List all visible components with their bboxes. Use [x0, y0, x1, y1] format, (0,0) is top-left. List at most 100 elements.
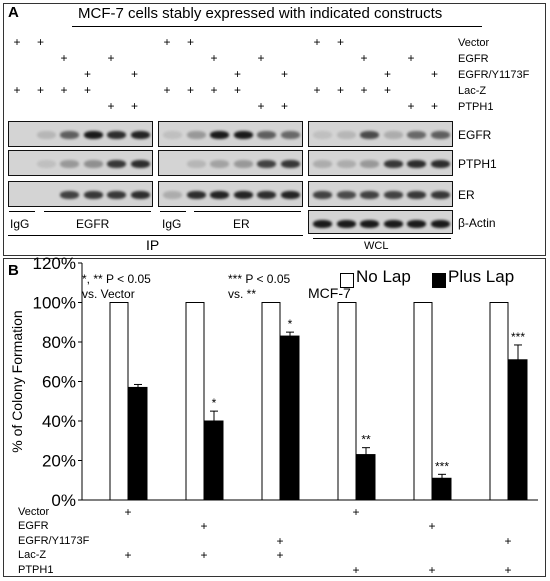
lane-plus-mark: +	[233, 83, 242, 97]
lane-plus-mark: +	[430, 99, 439, 113]
stats-note-2-line2: vs. **	[228, 287, 257, 301]
blot-band	[313, 131, 332, 139]
blot-band	[36, 131, 56, 139]
y-tick-label: 20%	[42, 452, 76, 471]
significance-marker: *	[212, 396, 217, 410]
section-ip: IP	[146, 237, 160, 253]
bottom-row-ptph1: PTPH1	[18, 564, 54, 576]
significance-marker: **	[361, 433, 371, 447]
lane-plus-mark: +	[130, 67, 139, 81]
lane-plus-mark: +	[210, 51, 218, 65]
blot-band	[233, 131, 253, 139]
blot-band	[430, 160, 450, 168]
cell-line-label: MCF-7	[308, 285, 351, 301]
significance-marker: ***	[511, 330, 525, 344]
lane-plus-mark: +	[13, 83, 21, 97]
lane-plus-mark: +	[83, 67, 92, 81]
blot-band	[107, 131, 126, 139]
blot-band	[336, 131, 356, 139]
section-er: ER	[233, 217, 250, 231]
condition-plus-mark: +	[200, 519, 208, 533]
lane-plus-mark: +	[83, 83, 92, 97]
row-label-lacz: Lac-Z	[458, 85, 487, 97]
condition-plus-mark: +	[428, 563, 436, 577]
y-tick-label: 100%	[33, 294, 76, 313]
lane-plus-mark: +	[130, 99, 139, 113]
y-tick-label: 40%	[42, 412, 76, 431]
blot-band	[280, 131, 300, 139]
blot-band	[407, 191, 426, 199]
blot-band	[130, 160, 150, 168]
lane-plus-mark: +	[383, 83, 392, 97]
blot-band	[407, 220, 426, 228]
section-igg-1: IgG	[10, 217, 30, 231]
blot-label-er: ER	[458, 188, 475, 202]
y-tick-label: 60%	[42, 373, 76, 392]
blot-wcl-egfr	[308, 121, 453, 147]
blot-band	[336, 160, 356, 168]
blot-band	[210, 191, 229, 199]
blot-band	[360, 131, 379, 139]
row-label-ptph1: PTPH1	[458, 101, 494, 113]
panel-a-label: A	[8, 4, 19, 21]
condition-plus-mark: +	[124, 548, 132, 562]
blot-band	[430, 131, 450, 139]
bottom-row-egfr: EGFR	[18, 520, 49, 532]
bar-plus-lap	[128, 386, 148, 501]
lane-plus-mark: +	[280, 99, 289, 113]
bar-plus-lap	[280, 335, 300, 501]
section-er-line	[194, 211, 301, 212]
lane-plus-mark: +	[313, 83, 321, 97]
blot-label-egfr: EGFR	[458, 128, 492, 142]
lane-plus-mark: +	[313, 35, 321, 49]
condition-plus-mark: +	[276, 534, 284, 548]
section-igg-2-line	[160, 211, 186, 212]
lane-plus-mark: +	[407, 99, 415, 113]
bottom-row-lacz: Lac-Z	[18, 549, 47, 561]
lane-plus-mark: +	[60, 83, 68, 97]
lane-plus-mark: +	[360, 83, 368, 97]
blot-band	[210, 160, 229, 168]
blot-band	[186, 191, 206, 199]
blot-label-beta-actin: β-Actin	[458, 216, 496, 230]
y-tick-label: 120%	[33, 254, 76, 273]
section-egfr: EGFR	[76, 217, 110, 231]
blot-band	[407, 131, 426, 139]
legend-plus-lap-swatch	[432, 273, 446, 288]
blot-band	[383, 160, 403, 168]
blot-band	[313, 191, 332, 199]
bar-no-lap	[185, 302, 205, 501]
bar-no-lap	[109, 302, 129, 501]
blot-band	[257, 160, 276, 168]
blot-band	[163, 131, 182, 139]
blot-band	[280, 160, 300, 168]
blot-band	[280, 191, 300, 199]
lane-plus-mark: +	[407, 51, 415, 65]
stats-note-1-line1: *, ** P < 0.05	[82, 272, 151, 286]
blot-band	[60, 191, 79, 199]
lane-plus-mark: +	[257, 51, 265, 65]
panel-a-title-underline	[72, 26, 482, 27]
condition-plus-mark: +	[428, 519, 436, 533]
lane-plus-mark: +	[336, 35, 345, 49]
panel-b-frame	[3, 258, 546, 577]
blot-band	[107, 191, 126, 199]
lane-plus-mark: +	[186, 35, 195, 49]
lane-plus-mark: +	[13, 35, 21, 49]
lane-plus-mark: +	[107, 51, 115, 65]
blot-band	[360, 191, 379, 199]
blot-band	[36, 160, 56, 168]
section-wcl: WCL	[364, 240, 389, 252]
blot-band	[186, 160, 206, 168]
condition-plus-mark: +	[200, 548, 208, 562]
significance-marker: ***	[435, 459, 449, 473]
blot-band	[383, 220, 403, 228]
blot-band	[60, 160, 79, 168]
blot-band	[313, 220, 332, 228]
blot-band	[186, 131, 206, 139]
lane-plus-mark: +	[233, 67, 242, 81]
bar-plus-lap	[204, 420, 224, 501]
row-label-vector: Vector	[458, 37, 490, 49]
bar-no-lap	[413, 302, 433, 501]
